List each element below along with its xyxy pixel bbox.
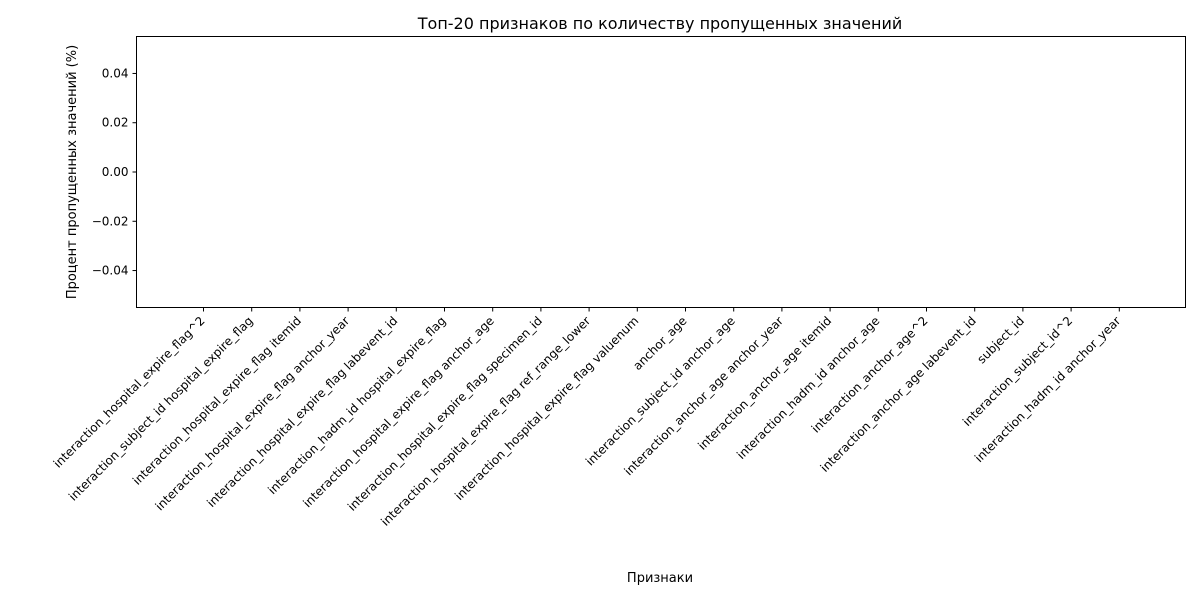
x-tick-label-2: interaction_hospital_expire_flag itemid [130,314,304,488]
x-axis-label: Признаки [627,571,693,586]
y-tick-label-3: −0.02 [92,214,129,228]
x-axis: interaction_hospital_expire_flag^2intera… [51,307,1123,529]
y-tick-label-1: 0.02 [102,116,129,130]
x-tick-label-1: interaction_subject_id hospital_expire_f… [66,314,256,504]
y-tick-label-0: 0.04 [102,66,129,80]
y-tick-label-2: 0.00 [102,165,129,179]
x-tick-label-5: interaction_hadm_id hospital_expire_flag [265,314,448,497]
x-tick-label-17: subject_id [974,314,1027,367]
y-axis-label: Процент пропущенных значений (%) [65,45,80,299]
plot-frame [136,36,1186,308]
y-axis: 0.04 0.02 0.00 −0.02 −0.04 [92,66,137,278]
x-tick-label-9: interaction_hospital_expire_flag valuenu… [452,314,641,503]
chart-title: Топ-20 признаков по количеству пропущенн… [417,14,903,33]
y-tick-label-4: −0.04 [92,264,129,278]
